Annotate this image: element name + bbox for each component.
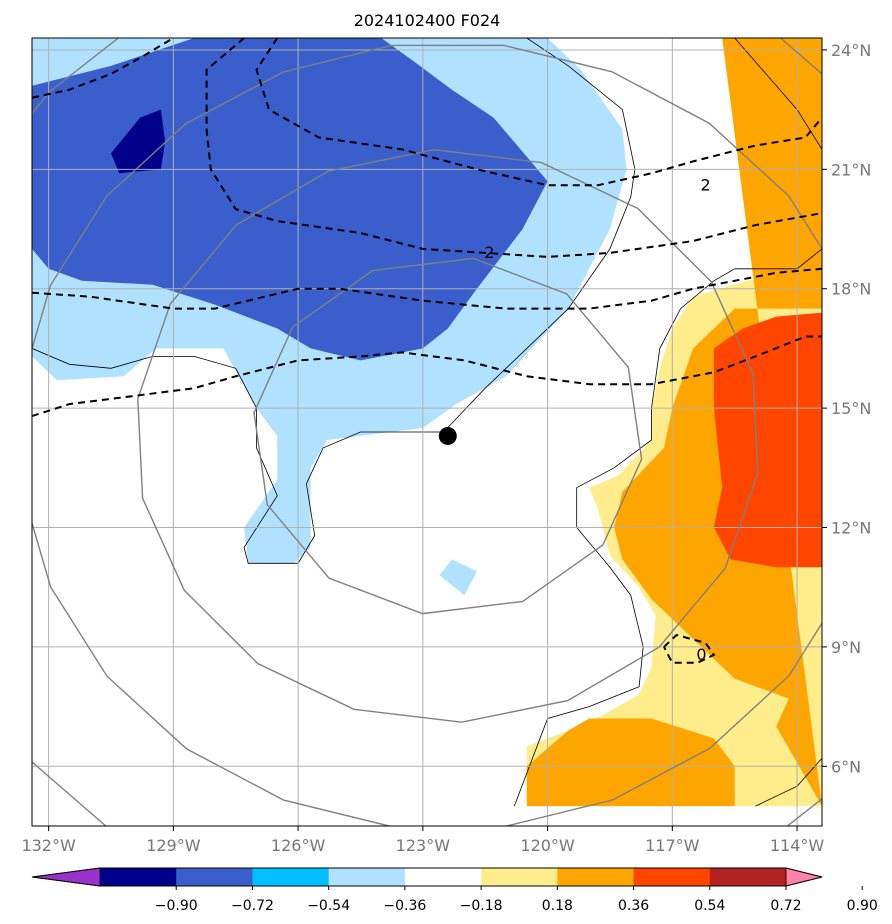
x-tick-label: 132°W: [21, 836, 76, 855]
filled-region-4: [111, 109, 166, 174]
x-tick-label: 117°W: [645, 836, 700, 855]
storm-center-marker: [438, 426, 457, 445]
colorbar-tick-label: −0.18: [460, 898, 503, 914]
filled-region-2: [439, 559, 477, 596]
colorbar-extend-high: [785, 867, 823, 887]
contour-line-5: [663, 633, 716, 664]
axis-tick-labels: 132°W 129°W 126°W 123°W 120°W 117°W 114°W 6°N 9°…: [21, 41, 871, 855]
colorbar-tick-label: 0.36: [618, 898, 649, 914]
range-ring: [253, 257, 643, 615]
y-tick-label: 6°N: [831, 757, 861, 776]
filled-region-8: [713, 312, 822, 568]
colorbar-outline: [31, 867, 823, 887]
colorbar-tick-label: −0.54: [307, 898, 350, 914]
x-tick-label: 126°W: [271, 836, 326, 855]
outline-line-2: [513, 248, 822, 807]
contour-line-4: [32, 335, 822, 418]
x-tick-label: 123°W: [396, 836, 451, 855]
colorbar-tick-label: 0.72: [770, 898, 801, 914]
colorbar-segment: [176, 868, 253, 886]
y-tick-label: 18°N: [831, 280, 871, 299]
colorbar-tick-label: −0.90: [155, 898, 198, 914]
x-tick-label: 129°W: [146, 836, 201, 855]
range-ring: [32, 44, 822, 826]
colorbar-segment: [557, 868, 635, 886]
colorbar-extend-low: [31, 867, 101, 887]
chart-title: 2024102400 F024: [354, 11, 501, 30]
y-tick-label: 21°N: [831, 160, 871, 179]
y-tick-label: 24°N: [831, 41, 871, 60]
x-tick-label: 114°W: [770, 836, 825, 855]
colorbar-segment: [252, 868, 330, 886]
y-tick-label: 15°N: [831, 399, 871, 418]
colorbar: −0.90 −0.72 −0.54 −0.36 −0.18 0.18 0.36 0.54 0.7…: [31, 867, 878, 914]
colorbar-segment: [328, 868, 406, 886]
contour-label: 0: [696, 645, 706, 664]
colorbar-tick-label: 0.18: [542, 898, 573, 914]
colorbar-tick-label: 0.90: [847, 898, 878, 914]
colorbar-tick-label: 0.54: [694, 898, 725, 914]
x-tick-label: 120°W: [520, 836, 575, 855]
plot-frame: [31, 37, 823, 827]
filled-region-7: [526, 718, 735, 807]
outline-line-0: [32, 38, 636, 564]
contour-line-3: [32, 267, 822, 310]
colorbar-segment: [481, 868, 558, 886]
y-tick-label: 9°N: [831, 638, 861, 657]
colorbar-tick-label: −0.72: [231, 898, 274, 914]
colorbar-tick-label: −0.36: [383, 898, 426, 914]
colorbar-segment: [633, 868, 711, 886]
colorbar-segment: [100, 868, 177, 886]
colorbar-segment: [404, 868, 482, 886]
range-ring: [137, 148, 759, 723]
contour-line-0: [32, 38, 174, 99]
contour-label: 2: [700, 175, 710, 194]
contour-label: 2: [484, 243, 494, 262]
y-tick-label: 12°N: [831, 519, 871, 538]
colorbar-segment: [709, 868, 787, 886]
